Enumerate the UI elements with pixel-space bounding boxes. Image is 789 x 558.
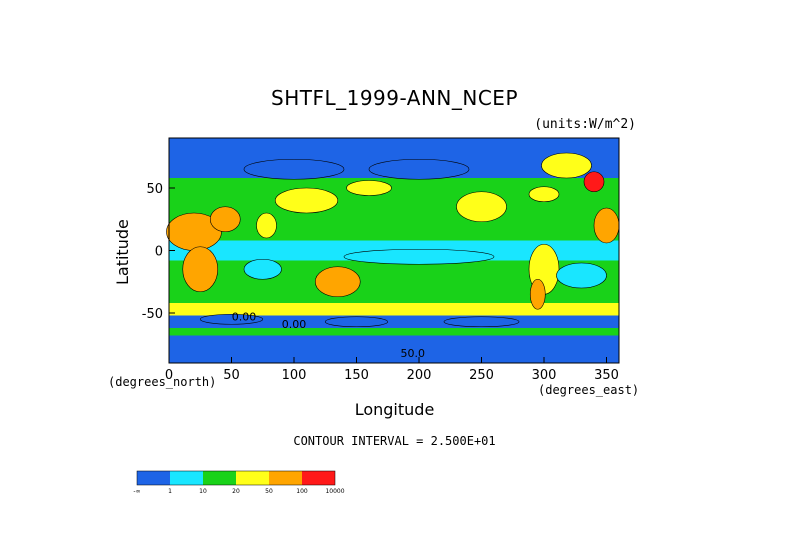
- field-patch: [529, 278, 546, 310]
- colorbar-swatch: [269, 471, 302, 485]
- units-label: (units:W/m^2): [534, 117, 636, 132]
- colorbar-swatch: [203, 471, 236, 485]
- plot-area: 0 50 100 150 200 250 300 350 50 0 -50 0.00 0.00 50.0: [142, 137, 620, 383]
- lat-band: [169, 260, 619, 283]
- lat-band: [169, 328, 619, 336]
- colorbar-swatch: [302, 471, 335, 485]
- colorbar-swatch: [170, 471, 203, 485]
- lat-band: [169, 178, 619, 196]
- field-patch: [583, 171, 605, 193]
- field-patch: [541, 152, 592, 179]
- y-tick-label: 0: [155, 245, 163, 260]
- lat-band: [169, 335, 619, 363]
- x-tick-label: 50: [223, 368, 240, 383]
- colorbar: -∞ 1 10 20 50 100 10000: [133, 470, 345, 495]
- lat-band: [169, 283, 619, 303]
- field-patch: [443, 316, 520, 328]
- y-tick-label: -50: [142, 307, 163, 322]
- colorbar-frame: [136, 470, 336, 486]
- colorbar-swatch: [236, 471, 269, 485]
- colorbar-label: -∞: [133, 488, 140, 495]
- x-units-note: (degrees_east): [538, 383, 640, 397]
- lat-band: [169, 138, 619, 161]
- colorbar-label: 50: [265, 488, 273, 495]
- x-tick-label: 250: [469, 368, 494, 383]
- field-patch: [324, 316, 389, 328]
- colorbar-label: 10: [199, 488, 207, 495]
- chart-title: SHTFL_1999-ANN_NCEP: [271, 86, 518, 110]
- lat-band: [169, 303, 619, 316]
- contour-interval-label: CONTOUR INTERVAL = 2.500E+01: [293, 434, 496, 448]
- field-patch: [456, 191, 507, 223]
- colorbar-label: 10000: [325, 488, 344, 495]
- field-patch: [528, 186, 560, 203]
- colorbar-label: 1: [168, 488, 172, 495]
- x-tick-label: 350: [594, 368, 619, 383]
- field-patch: [209, 206, 241, 233]
- field-patch: [199, 313, 264, 325]
- y-axis-label: Latitude: [113, 219, 132, 285]
- colorbar-swatch: [137, 471, 170, 485]
- field-patch: [314, 266, 361, 298]
- x-axis-label: Longitude: [354, 400, 435, 419]
- field-patch: [593, 207, 620, 244]
- x-tick-label: 200: [407, 368, 432, 383]
- field-patch: [256, 212, 277, 239]
- x-tick-label: 300: [532, 368, 557, 383]
- x-tick-label: 100: [282, 368, 307, 383]
- colorbar-label: 100: [296, 488, 308, 495]
- lat-band: [169, 218, 619, 241]
- field-patch: [346, 180, 392, 196]
- field-patch: [343, 248, 495, 265]
- y-units-note: (degrees_north): [108, 375, 217, 389]
- x-tick-label: 0: [165, 368, 173, 383]
- contour-label: 0.00: [232, 311, 257, 324]
- field-patch: [243, 258, 282, 280]
- contour-label: 50.0: [401, 347, 426, 360]
- field-patch: [556, 262, 607, 289]
- y-tick-label: 50: [146, 182, 163, 197]
- field-patch: [274, 187, 339, 214]
- colorbar-label: 20: [232, 488, 240, 495]
- field-patch: [243, 158, 345, 180]
- contour-label: 0.00: [282, 318, 307, 331]
- field-patch: [182, 246, 219, 293]
- field-patch: [368, 158, 470, 180]
- x-tick-label: 150: [344, 368, 369, 383]
